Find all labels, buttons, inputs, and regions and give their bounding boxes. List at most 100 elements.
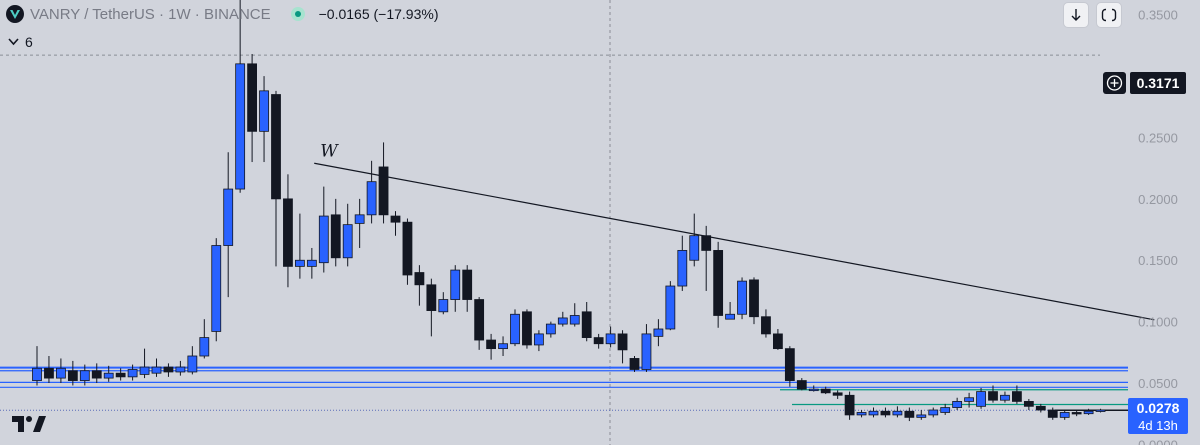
candle bbox=[294, 213, 305, 279]
candle bbox=[904, 407, 915, 422]
svg-text:0.3171: 0.3171 bbox=[1137, 75, 1180, 91]
candle bbox=[808, 385, 819, 392]
fullscreen-button[interactable] bbox=[1096, 2, 1122, 28]
candle bbox=[139, 348, 150, 379]
arrow-down-icon bbox=[1071, 9, 1081, 21]
candle bbox=[175, 360, 186, 376]
candle bbox=[940, 403, 951, 415]
trendline-annotation: W bbox=[320, 141, 339, 161]
candle bbox=[103, 365, 114, 382]
candle bbox=[725, 301, 735, 320]
indicator-count: 6 bbox=[25, 34, 33, 50]
candle bbox=[414, 265, 425, 306]
candle bbox=[462, 265, 473, 312]
candle bbox=[557, 311, 568, 327]
indicators-toggle[interactable]: 6 bbox=[8, 34, 33, 50]
candle bbox=[151, 358, 162, 377]
candle bbox=[569, 303, 580, 327]
candle bbox=[1083, 408, 1094, 415]
candle bbox=[426, 278, 437, 337]
candle bbox=[868, 407, 879, 418]
candle bbox=[605, 326, 616, 348]
crosshair-plus-icon bbox=[1106, 75, 1123, 91]
candle bbox=[761, 309, 771, 338]
candle bbox=[306, 247, 317, 279]
candle bbox=[402, 218, 413, 285]
svg-text:0.0278: 0.0278 bbox=[1137, 400, 1180, 416]
symbol-title[interactable]: VANRY / TetherUS · 1W · BINANCE bbox=[30, 5, 271, 23]
price-axis-tick-label: 0.2000 bbox=[1138, 192, 1178, 207]
candle bbox=[354, 198, 365, 248]
candle bbox=[545, 321, 556, 338]
candle bbox=[1000, 391, 1010, 403]
candle bbox=[534, 330, 544, 352]
candle bbox=[988, 385, 998, 403]
candle bbox=[390, 211, 401, 236]
candlestick-series bbox=[32, 0, 1106, 422]
candle bbox=[474, 297, 485, 350]
candle bbox=[773, 328, 783, 350]
candle bbox=[1047, 407, 1058, 420]
candle bbox=[163, 363, 174, 377]
candle bbox=[378, 142, 389, 224]
price-axis-tick-label: 0.0500 bbox=[1138, 376, 1178, 391]
price-axis-tick-label: 0.1000 bbox=[1138, 315, 1178, 330]
price-axis-tick-label: 0.0000 bbox=[1138, 437, 1178, 445]
candle bbox=[247, 54, 258, 163]
candle bbox=[67, 360, 78, 386]
chart-header: VANRY / TetherUS · 1W · BINANCE −0.0165 … bbox=[6, 3, 439, 25]
candle bbox=[199, 319, 210, 359]
candle bbox=[844, 391, 855, 420]
crosshair-price-label: 0.3171 bbox=[1103, 72, 1186, 94]
candle bbox=[593, 333, 604, 349]
price-axis-tick-label: 0.3500 bbox=[1138, 8, 1178, 23]
candle bbox=[235, 0, 246, 193]
svg-text:4d 13h: 4d 13h bbox=[1138, 418, 1178, 433]
candle bbox=[115, 368, 126, 381]
candle bbox=[211, 238, 222, 342]
candle bbox=[330, 198, 341, 267]
candle bbox=[892, 406, 903, 418]
candle bbox=[486, 333, 497, 360]
candle bbox=[581, 301, 592, 342]
candle bbox=[629, 356, 640, 372]
candle bbox=[976, 387, 986, 409]
candle bbox=[916, 410, 927, 420]
tradingview-logo-icon[interactable] bbox=[12, 414, 46, 434]
last-price-label: 0.0278 4d 13h bbox=[1128, 398, 1188, 434]
candle bbox=[1071, 410, 1082, 417]
candle bbox=[91, 363, 102, 384]
candle bbox=[498, 336, 508, 356]
candle bbox=[271, 90, 281, 267]
candle bbox=[677, 235, 688, 291]
candle bbox=[438, 292, 449, 315]
candle bbox=[641, 324, 652, 372]
candle bbox=[820, 386, 831, 395]
candle bbox=[44, 356, 54, 384]
candle bbox=[928, 407, 939, 418]
price-axis-tick-label: 0.1500 bbox=[1138, 253, 1178, 268]
candle bbox=[856, 410, 867, 418]
descending-trendline[interactable] bbox=[314, 162, 1155, 321]
candle bbox=[259, 76, 269, 163]
fullscreen-icon bbox=[1101, 8, 1117, 22]
candle bbox=[79, 364, 90, 386]
candle bbox=[796, 378, 807, 391]
candle bbox=[1095, 408, 1106, 413]
candle bbox=[366, 160, 377, 224]
candle bbox=[187, 346, 198, 375]
candle bbox=[713, 241, 724, 328]
candle bbox=[1035, 403, 1046, 413]
candle bbox=[964, 392, 974, 408]
candle bbox=[223, 152, 234, 298]
candle bbox=[784, 346, 795, 387]
candle bbox=[832, 390, 843, 399]
candle bbox=[749, 277, 759, 325]
candle bbox=[617, 330, 628, 364]
candle bbox=[450, 265, 461, 312]
scroll-to-realtime-button[interactable] bbox=[1063, 2, 1089, 28]
candle bbox=[283, 174, 293, 288]
candle bbox=[737, 277, 747, 320]
price-axis-tick-label: 0.2500 bbox=[1138, 130, 1178, 145]
